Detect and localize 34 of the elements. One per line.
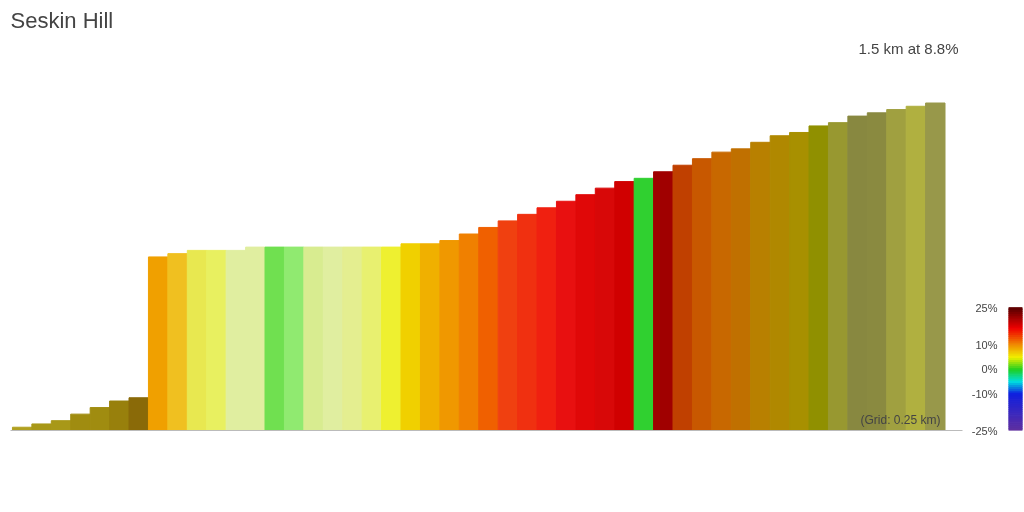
bar [186,249,208,431]
bar [439,240,460,431]
bar [167,253,188,431]
bar [536,207,557,431]
chart-subtitle: 1.5 km at 8.8% [858,39,959,57]
bar [322,246,344,431]
bar [206,249,227,431]
bar [653,171,674,431]
bar [672,164,693,431]
bar [400,243,421,431]
bar [147,256,169,431]
color-bar-label: 10% [975,338,998,351]
bar [633,177,655,431]
bar [497,220,519,431]
color-bar-label: -25% [971,424,998,437]
chart-title: Seskin Hill [10,7,114,33]
color-bar-label: -10% [971,387,998,400]
bar [361,246,383,431]
bar [303,246,324,431]
bar [419,243,441,431]
bar [264,246,285,431]
annotation: (Grid: 0.25 km) [860,412,941,427]
bar [381,246,402,431]
bar [283,246,305,431]
color-bar-label: 0% [981,363,998,376]
bar [808,125,829,431]
bar [458,233,480,431]
bar [517,213,538,431]
bar [691,158,713,431]
bar [827,122,849,431]
bar [478,226,499,431]
bar [342,246,363,431]
color-bar-label: 25% [975,301,998,314]
bar [128,397,149,431]
